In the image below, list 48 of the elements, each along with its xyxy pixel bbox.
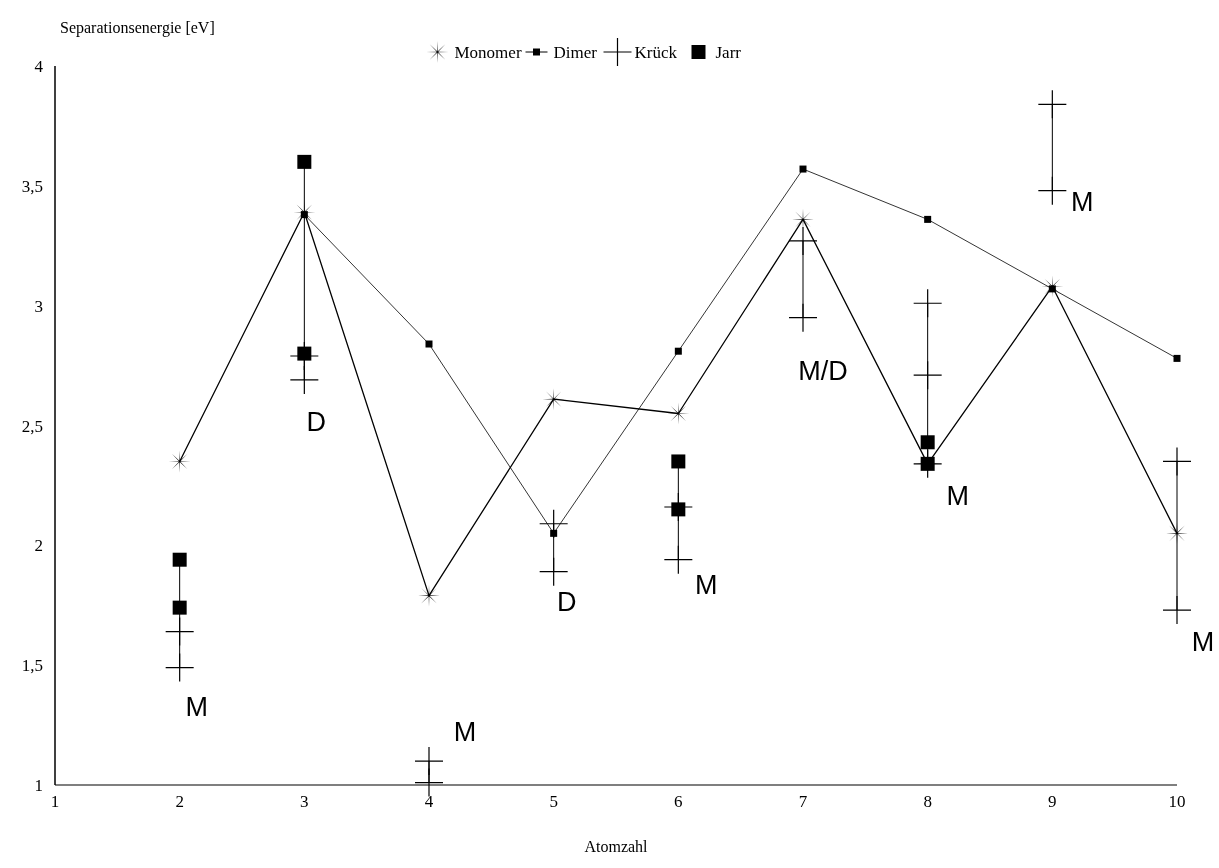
annotation: M [453,717,477,748]
x-tick-label: 7 [798,792,808,811]
annotation: M [185,692,208,723]
point [789,303,817,332]
point [172,600,187,615]
x-tick-label: 6 [674,792,683,811]
point [425,340,433,348]
point [297,154,312,169]
y-tick-label: 3 [34,296,43,316]
point [674,347,682,355]
x-tick-label: 3 [300,792,309,811]
point [1163,447,1191,476]
annotation: D [556,587,577,618]
point [415,768,443,797]
point [1173,354,1181,362]
point [789,226,817,255]
annotation: M [946,481,969,512]
legend-label: Krück [634,43,678,62]
x-tick-label: 1 [50,792,60,811]
annotation: M [695,570,718,601]
point [920,435,935,450]
annotation: D [306,407,327,438]
point [290,365,319,394]
y-tick-label: 2,5 [21,416,43,436]
y-tick-label: 1,5 [21,656,43,676]
annotation: M [1071,187,1094,218]
point [172,552,187,567]
y-tick-label: 3,5 [21,176,43,196]
x-tick-label: 4 [424,792,434,811]
y-tick-label: 2 [34,536,43,556]
legend-label: Jarr [715,43,742,62]
x-tick-label: 10 [1168,792,1186,811]
legend-label: Monomer [454,43,522,62]
annotation: M/D [798,356,848,387]
x-tick-label: 5 [549,792,558,811]
y-axis-title: Separationsenergie [eV] [60,19,215,37]
annotation: M [1191,627,1215,658]
point [799,165,807,173]
x-tick-label: 2 [175,792,184,811]
x-axis-title: Atomzahl [584,838,649,855]
y-tick-label: 1 [34,776,43,795]
point [671,454,686,469]
point [924,215,932,223]
y-tick-label: 4 [34,57,44,76]
x-tick-label: 8 [923,792,932,811]
legend-label: Dimer [553,43,598,62]
x-tick-label: 9 [1048,792,1057,811]
point [1163,596,1191,625]
